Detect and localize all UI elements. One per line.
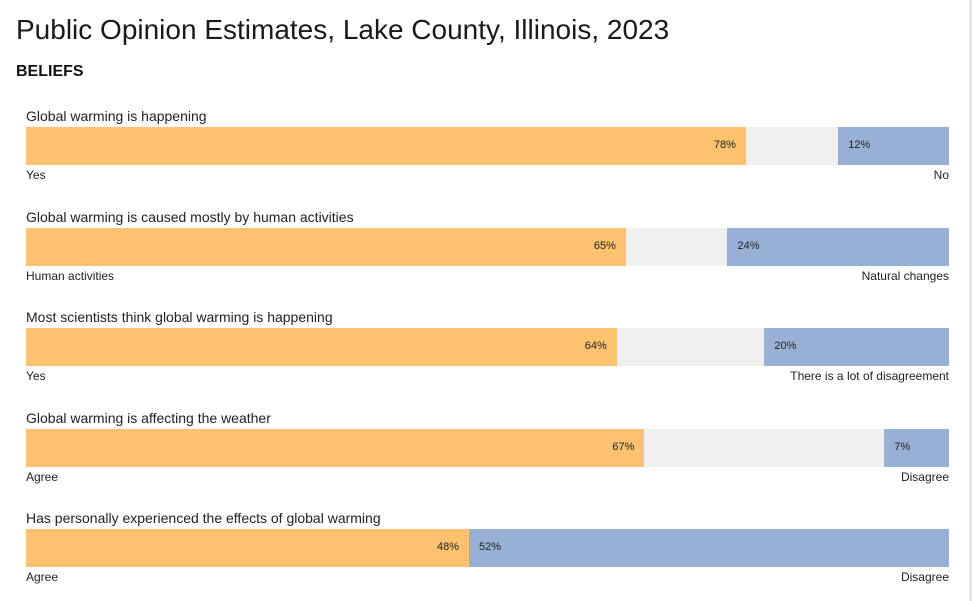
bar-track: 64% 20% <box>26 328 949 366</box>
value-label-negative: 20% <box>774 340 797 352</box>
scrollbar[interactable] <box>969 0 972 601</box>
value-label-positive: 78% <box>713 139 736 151</box>
scale-label-right: There is a lot of disagreement <box>790 369 949 383</box>
bar-track: 65% 24% <box>26 227 949 266</box>
bar-negative[interactable] <box>469 529 949 567</box>
value-label-negative: 52% <box>479 541 502 553</box>
scale-label-left: Agree <box>26 469 59 484</box>
scale-label-left: Agree <box>26 570 59 584</box>
bar-negative[interactable] <box>838 127 949 165</box>
belief-row: Global warming is affecting the weather 6… <box>26 410 949 490</box>
scale-label-right: Disagree <box>900 570 949 584</box>
scale-label-right: Disagree <box>900 469 949 484</box>
bar-negative[interactable] <box>764 328 949 366</box>
belief-row: Global warming is happening 78% 12% Yes No <box>26 108 949 188</box>
bar-positive[interactable] <box>26 428 645 467</box>
bar-track: 48% 52% <box>26 529 949 567</box>
value-label-positive: 67% <box>612 440 635 453</box>
question-label: Global warming is happening <box>26 108 207 124</box>
bar-positive[interactable] <box>26 328 617 366</box>
value-label-positive: 48% <box>437 541 460 553</box>
value-label-negative: 7% <box>894 440 911 453</box>
section-heading: BELIEFS <box>16 63 84 80</box>
value-label-positive: 65% <box>593 239 616 252</box>
value-label-negative: 24% <box>737 239 760 252</box>
question-label: Has personally experienced the effects o… <box>26 510 381 526</box>
scale-label-right: Natural changes <box>861 268 949 283</box>
belief-row: Has personally experienced the effects o… <box>26 510 949 590</box>
bar-track: 78% 12% <box>26 127 949 165</box>
scale-label-right: No <box>933 168 949 182</box>
scale-label-left: Human activities <box>26 268 115 283</box>
page-title: Public Opinion Estimates, Lake County, I… <box>16 14 670 45</box>
bar-negative[interactable] <box>884 428 949 467</box>
bar-positive[interactable] <box>26 227 626 266</box>
belief-row: Global warming is caused mostly by human… <box>26 209 949 289</box>
question-label: Global warming is caused mostly by human… <box>26 208 354 225</box>
bar-positive[interactable] <box>26 529 470 567</box>
bar-negative[interactable] <box>727 227 949 266</box>
question-label: Most scientists think global warming is … <box>26 309 333 325</box>
value-label-negative: 12% <box>848 139 871 151</box>
question-label: Global warming is affecting the weather <box>26 409 271 426</box>
value-label-positive: 64% <box>584 340 607 352</box>
scale-label-left: Yes <box>26 168 46 182</box>
bar-positive[interactable] <box>26 127 746 165</box>
belief-row: Most scientists think global warming is … <box>26 309 949 389</box>
scale-label-left: Yes <box>26 369 46 383</box>
bar-track: 67% 7% <box>26 428 949 467</box>
